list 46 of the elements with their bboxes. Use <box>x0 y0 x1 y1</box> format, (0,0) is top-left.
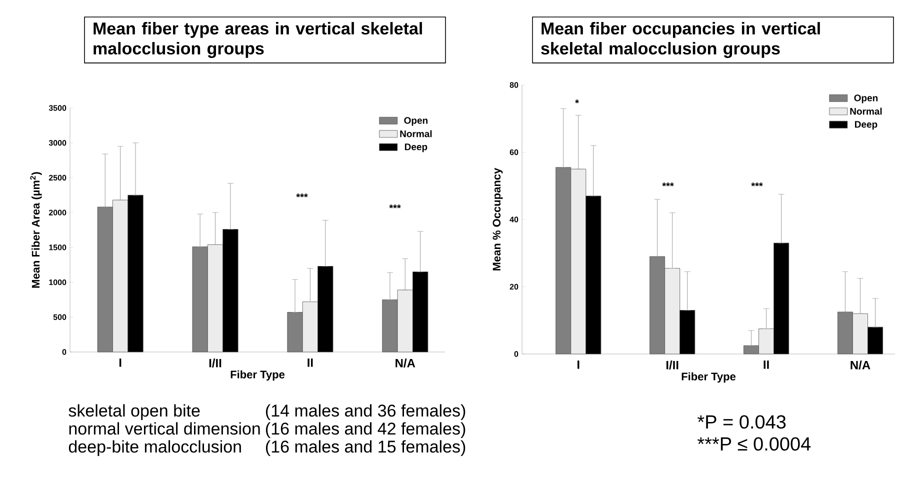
y-tick-label: 20 <box>510 284 518 290</box>
x-tick-label: I/II <box>209 358 222 368</box>
y-tick-label: 3000 <box>48 140 66 146</box>
x-tick-label: N/A <box>850 360 870 370</box>
x-tick-label: II <box>308 358 313 367</box>
text: skeletal open bite <box>68 404 200 420</box>
chart-title: Mean fiber occupancies in vertical skeletal malocclusion groups <box>541 22 820 58</box>
x-tick-label: I <box>578 360 580 369</box>
x-tick-label: II <box>764 360 769 369</box>
x-axis-title: Fiber Type <box>230 370 285 381</box>
text: (14 males and 36 females) <box>266 404 466 420</box>
text: ***P ≤ 0.0004 <box>698 437 811 451</box>
annotation: *** <box>389 204 401 208</box>
y-tick-label: 0 <box>62 349 66 355</box>
y-tick-label: 3500 <box>48 105 66 111</box>
y-tick-label: 2500 <box>48 174 66 181</box>
y-tick-label: 2000 <box>48 210 66 216</box>
x-tick-label: N/A <box>396 358 416 368</box>
y-tick-label: 60 <box>510 149 518 156</box>
legend-label: Normal <box>400 130 432 138</box>
annotation: *** <box>662 182 674 186</box>
legend-label: Open <box>404 117 428 126</box>
y-tick-label: 1000 <box>49 279 66 286</box>
x-tick-label: I/II <box>666 360 678 370</box>
legend-label: Normal <box>850 108 882 115</box>
text: *P = 0.043 <box>698 415 786 429</box>
y-axis-title: Mean Fiber Area (µm$^{2}$) <box>30 172 42 288</box>
y-axis-title: Mean % Occupancy <box>492 168 503 270</box>
x-axis-title: Fiber Type <box>682 372 736 383</box>
annotation: *** <box>751 182 763 186</box>
y-tick-label: 0 <box>514 351 518 357</box>
chart-title: Mean fiber type areas in vertical skeletal malocclusion groups <box>94 22 422 58</box>
legend-label: Open <box>854 94 878 104</box>
legend-label: Deep <box>404 144 428 152</box>
y-tick-label: 80 <box>510 82 518 88</box>
x-tick-label: I <box>119 358 122 367</box>
text: deep-bite malocclusion <box>68 440 241 456</box>
y-tick-label: 40 <box>510 216 518 222</box>
text: (16 males and 42 females) <box>266 422 466 438</box>
text: (16 males and 15 females) <box>266 440 466 456</box>
y-tick-label: 1500 <box>49 244 66 250</box>
text: normal vertical dimension <box>69 422 260 435</box>
y-tick-label: 500 <box>53 314 66 320</box>
annotation: *** <box>296 194 308 198</box>
legend-label: Deep <box>855 121 878 130</box>
annotation: * <box>575 100 579 104</box>
